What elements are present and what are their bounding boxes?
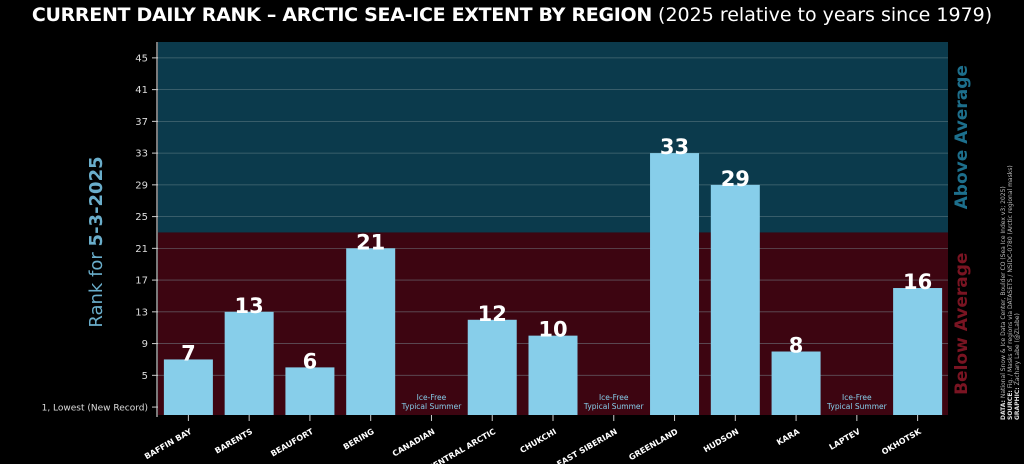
data-label: 10 <box>538 318 567 342</box>
ice-free-note: Ice-Free <box>417 393 447 402</box>
x-tick-label: KARA <box>775 427 802 448</box>
bar <box>163 359 213 415</box>
x-tick-label: HUDSON <box>702 427 740 454</box>
x-tick-label: BERING <box>342 427 376 452</box>
ice-free-note: Ice-Free <box>842 393 872 402</box>
ice-free-note: Typical Summer <box>826 402 888 411</box>
data-label: 7 <box>181 341 196 365</box>
x-tick-label: EAST SIBERIAN <box>555 427 618 464</box>
y-tick-label: 29 <box>135 180 148 191</box>
x-tick-label: GREENLAND <box>627 427 679 462</box>
y-axis-title: Rank for 5-3-2025 <box>86 156 107 327</box>
data-label: 33 <box>660 135 689 159</box>
y-tick-label: 9 <box>142 339 148 350</box>
data-label: 16 <box>903 270 932 294</box>
x-tick-label: LAPTEV <box>828 427 863 452</box>
chart-title-sub: (2025 relative to years since 1979) <box>658 4 993 26</box>
y-tick-label: 25 <box>135 212 148 223</box>
y-tick-label: 37 <box>135 117 148 128</box>
above-average-label: Above Average <box>952 65 972 209</box>
ice-free-note: Typical Summer <box>401 402 463 411</box>
y-tick-label: 41 <box>135 85 148 96</box>
bar <box>224 311 274 415</box>
bar <box>771 351 821 415</box>
bar <box>285 367 335 415</box>
x-tick-label: BARENTS <box>213 427 254 456</box>
credits: DATA: National Snow & Ice Data Center, B… <box>1000 165 1021 420</box>
y-tick-label: 33 <box>135 149 148 160</box>
bar <box>346 248 396 415</box>
data-label: 8 <box>789 334 804 358</box>
bar <box>528 335 578 415</box>
chart-title: CURRENT DAILY RANK – ARCTIC SEA-ICE EXTE… <box>0 4 1024 26</box>
bar <box>893 288 943 415</box>
bar <box>710 184 760 415</box>
y-axis-title-prefix: Rank for <box>86 246 107 327</box>
y-tick-label: 5 <box>142 371 148 382</box>
ice-free-note: Typical Summer <box>583 402 645 411</box>
data-label: 13 <box>235 294 264 318</box>
x-tick-label: CENTRAL ARCTIC <box>427 427 498 464</box>
x-tick-label: BAFFIN BAY <box>143 427 194 461</box>
y-tick-label: 13 <box>135 307 148 318</box>
data-label: 29 <box>721 167 750 191</box>
x-tick-label: OKHOTSK <box>880 427 923 457</box>
below-average-label: Below Average <box>952 253 972 395</box>
y-tick-label: 17 <box>135 276 148 287</box>
y-tick-label: 21 <box>135 244 148 255</box>
data-label: 21 <box>356 230 385 254</box>
x-tick-label: BEAUFORT <box>269 427 315 459</box>
ice-free-note: Ice-Free <box>599 393 629 402</box>
above-average-region <box>158 42 948 233</box>
x-tick-label: CHUKCHI <box>518 427 558 455</box>
data-label: 12 <box>478 302 507 326</box>
chart-title-main: CURRENT DAILY RANK – ARCTIC SEA-ICE EXTE… <box>31 4 652 26</box>
data-label: 6 <box>303 349 318 373</box>
y-axis-title-date: 5-3-2025 <box>86 156 107 246</box>
y-tick-label: 45 <box>135 53 148 64</box>
x-tick-label: CANADIAN <box>391 427 437 459</box>
y-tick-label: 1, Lowest (New Record) <box>42 404 148 414</box>
bar <box>467 319 517 415</box>
bar <box>650 153 700 415</box>
